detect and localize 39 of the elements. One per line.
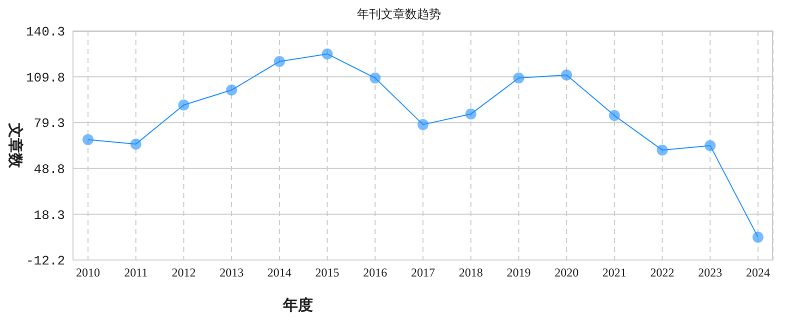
x-tick-label: 2013: [220, 266, 244, 280]
y-axis-title: 文章数: [6, 122, 25, 169]
point: [82, 134, 94, 146]
x-tick-label: 2018: [458, 266, 483, 280]
point: [608, 110, 620, 122]
x-tick-label: 2014: [267, 266, 292, 280]
point: [418, 119, 428, 130]
point: [130, 138, 142, 150]
x-axis-title: 年度: [282, 296, 313, 314]
y-tick-label: 140.3: [26, 24, 65, 40]
x-tick-label: 2016: [363, 266, 388, 280]
point: [178, 100, 190, 111]
y-tick-label: 79.3: [34, 116, 65, 132]
x-tick-label: 2020: [554, 266, 579, 280]
x-tick-label: 2010: [76, 266, 100, 280]
y-tick-label: 48.8: [34, 162, 65, 178]
y-tick-label: 18.3: [34, 208, 65, 223]
y-tick-label: -12.2: [26, 254, 65, 269]
point: [465, 108, 476, 120]
point: [704, 140, 716, 152]
x-tick-label: 2021: [602, 266, 626, 280]
y-tick-label: 109.8: [26, 70, 65, 86]
x-tick-label: 2011: [124, 266, 148, 280]
point: [274, 56, 285, 67]
x-tick-label: 2022: [650, 266, 674, 280]
chart-title: 年刊文章数趋势: [356, 6, 442, 23]
x-tick-label: 2023: [698, 266, 722, 280]
point: [226, 84, 238, 96]
point: [561, 70, 572, 80]
point: [370, 72, 381, 84]
point: [322, 48, 333, 60]
point: [752, 232, 764, 243]
point: [513, 72, 524, 84]
point: [656, 144, 668, 156]
x-tick-label: 2019: [506, 266, 531, 280]
x-tick-label: 2024: [746, 266, 770, 280]
x-tick-label: 2012: [172, 266, 196, 280]
x-tick-label: 2017: [411, 266, 435, 280]
x-tick-label: 2015: [315, 266, 340, 280]
